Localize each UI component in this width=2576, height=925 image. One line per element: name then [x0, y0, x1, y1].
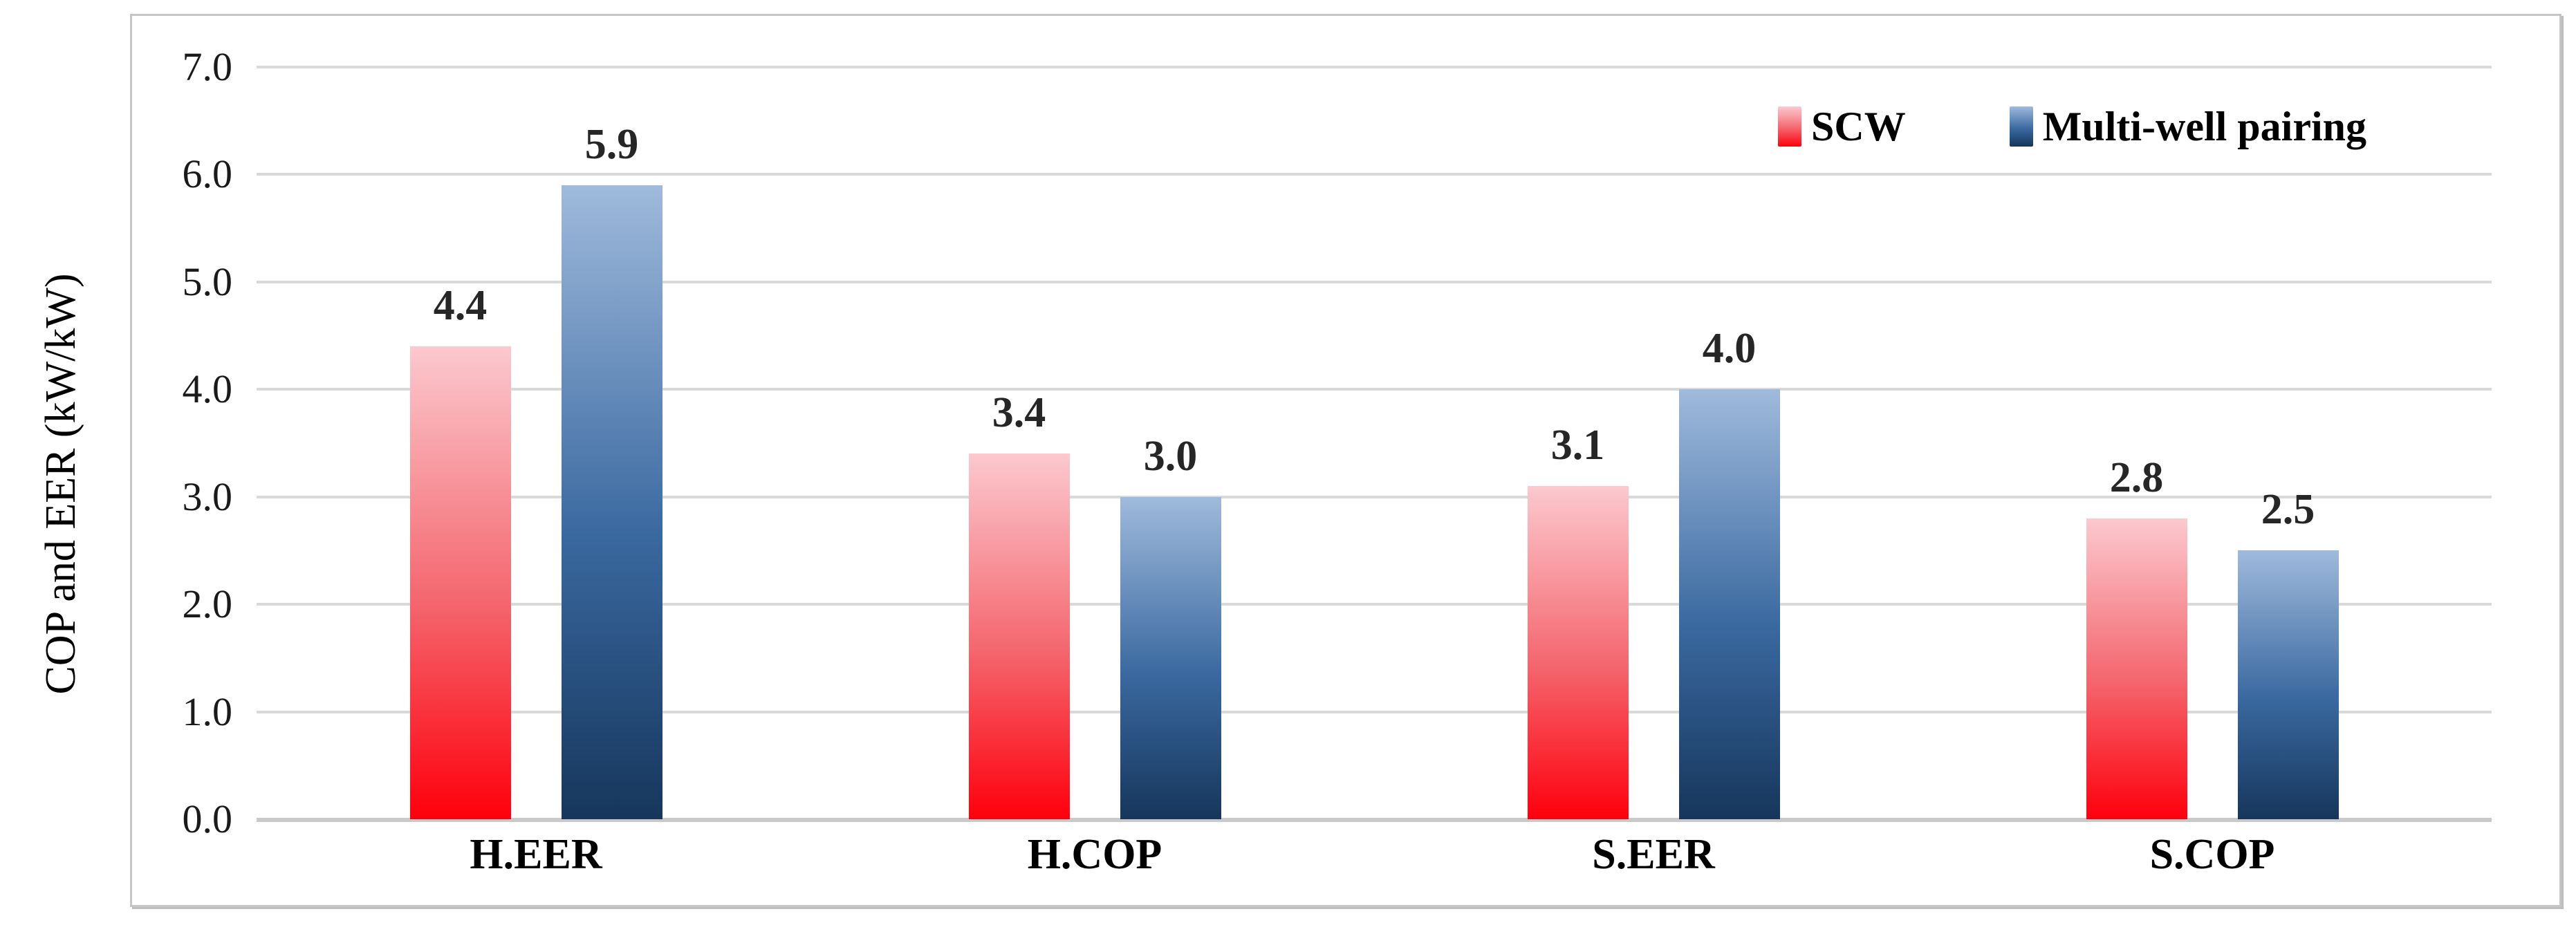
gridline [257, 388, 2492, 391]
data-label-scw-h-cop: 3.4 [992, 389, 1046, 437]
gridline [257, 280, 2492, 283]
legend-label-scw: SCW [1811, 104, 1906, 149]
plot-area: 0.0 1.0 2.0 3.0 4.0 5.0 6.0 7.0 4.4 5.9 3.4 3.0 3.1… [130, 14, 2561, 907]
y-tick-label: 2.0 [182, 581, 233, 626]
data-label-scw-h-eer: 4.4 [433, 281, 488, 329]
bar-scw-s-cop [2086, 518, 2187, 819]
y-tick-label: 7.0 [182, 44, 233, 89]
gridline [257, 65, 2492, 68]
x-category-label-h-eer: H.EER [470, 831, 602, 878]
bar-multi-well-pairing-s-eer [1678, 389, 1780, 819]
gridline [257, 495, 2492, 498]
data-label-multi-well-pairing-s-cop: 2.5 [2261, 486, 2315, 534]
y-tick-label: 4.0 [182, 366, 233, 411]
data-label-multi-well-pairing-h-cop: 3.0 [1143, 432, 1198, 480]
bar-scw-h-eer [409, 346, 511, 819]
y-axis-label: COP and EER (kW/kW) [37, 273, 84, 695]
data-label-scw-s-eer: 3.1 [1550, 421, 1605, 469]
bar-scw-s-eer [1527, 485, 1629, 819]
y-tick-label: 0.0 [182, 796, 233, 841]
legend-swatch-scw [1778, 106, 1801, 147]
y-tick-label: 5.0 [182, 259, 233, 304]
data-label-multi-well-pairing-s-eer: 4.0 [1702, 325, 1757, 372]
data-label-multi-well-pairing-h-eer: 5.9 [584, 120, 639, 168]
bar-multi-well-pairing-h-cop [1120, 496, 1221, 819]
x-category-label-h-cop: H.COP [1027, 831, 1162, 878]
bar-multi-well-pairing-s-cop [2237, 550, 2339, 819]
x-category-label-s-cop: S.COP [2149, 831, 2275, 878]
bar-scw-h-cop [968, 454, 1070, 819]
y-tick-label: 3.0 [182, 474, 233, 519]
y-tick-label: 6.0 [182, 151, 233, 196]
x-category-label-s-eer: S.EER [1592, 831, 1715, 878]
y-tick-label: 1.0 [182, 689, 233, 734]
legend: SCW Multi-well pairing [1778, 106, 2366, 147]
x-axis-baseline [257, 818, 2492, 822]
legend-label-multi-well-pairing: Multi-well pairing [2042, 104, 2367, 149]
legend-item-scw: SCW [1778, 106, 1906, 147]
gridline [257, 603, 2492, 606]
legend-item-multi-well-pairing: Multi-well pairing [2009, 104, 2367, 149]
bar-multi-well-pairing-h-eer [561, 185, 662, 819]
legend-swatch-multi-well-pairing [2009, 106, 2033, 147]
gridline [257, 173, 2492, 176]
data-label-scw-s-cop: 2.8 [2109, 454, 2164, 501]
gridline [257, 710, 2492, 713]
